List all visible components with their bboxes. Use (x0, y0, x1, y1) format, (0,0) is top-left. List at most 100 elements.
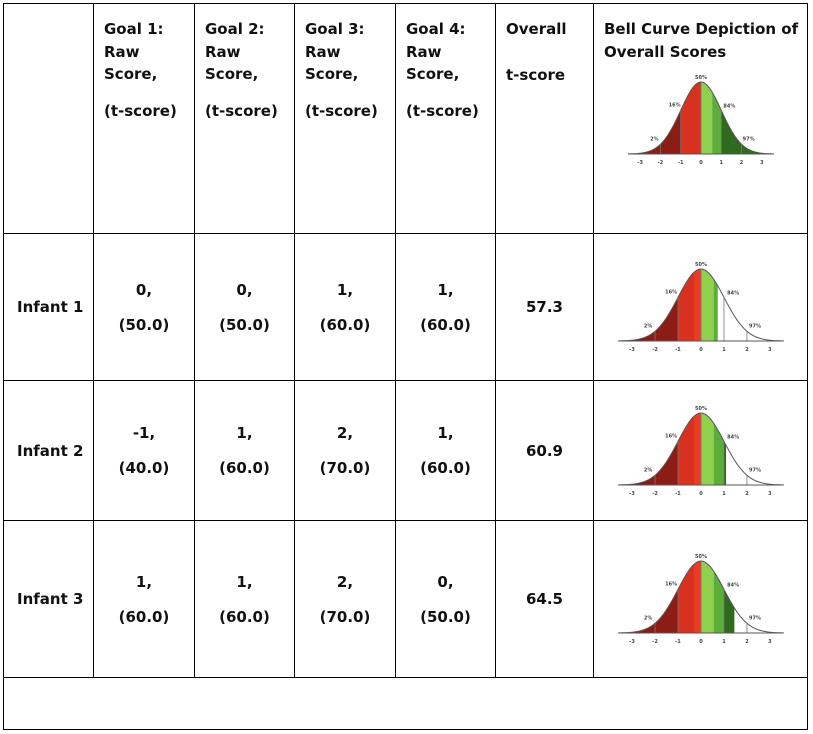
raw-score: 0, (135, 280, 153, 299)
curve-segment (626, 297, 678, 341)
percent-label: 2% (643, 467, 652, 473)
tick-label: 2 (745, 639, 749, 645)
curve-segment (700, 82, 712, 154)
tick-label: -3 (629, 347, 635, 353)
bell-curve-title-line-2: Overall Scores (604, 42, 727, 61)
tick-label: 3 (768, 491, 772, 497)
tick-label: -1 (675, 491, 681, 497)
raw-score: 0, (437, 572, 454, 591)
percent-label: 50% (695, 554, 707, 560)
curve-segment (700, 412, 714, 485)
goal-3-header: Goal 3: Raw Score, (t-score) (294, 3, 396, 234)
tick-label: 3 (768, 639, 772, 645)
infant-1-bell-curve: -3 -2 -1 0 1 2 3 50% 16% 84% 2% 97% (617, 262, 784, 353)
tick-label: 0 (699, 160, 703, 166)
tick-label: 1 (722, 639, 726, 645)
goal-1-header: Goal 1: Raw Score, (t-score) (93, 3, 195, 234)
curve-segment (693, 561, 701, 633)
percent-label: 97% (749, 615, 761, 621)
tick-label: -2 (657, 160, 663, 166)
curve-segment (723, 589, 734, 633)
curve-segment (635, 110, 681, 154)
table-row: Infant 2 -1, (40.0) 1, (60.0) 2, (70.0) 1, (… (3, 380, 808, 521)
t-score: (50.0) (118, 315, 170, 334)
raw-score: 1, (336, 280, 354, 299)
percent-label: 97% (742, 136, 754, 142)
t-score: (60.0) (118, 607, 170, 626)
percent-label: 97% (749, 467, 761, 473)
tick-label: 3 (768, 347, 772, 353)
goal-2-title: Goal 2: (205, 20, 265, 38)
tick-label: 1 (722, 347, 726, 353)
raw-score: 1, (437, 424, 454, 442)
row-label-cell: Infant 1 (3, 233, 94, 381)
tick-label: -1 (675, 639, 681, 645)
curve-segment (700, 561, 714, 633)
bell-curve-cell: -3 -2 -1 0 1 2 3 50% 16% 84% 2% 97% (593, 233, 808, 381)
goal-3-title: Goal 3: (305, 20, 365, 38)
goal-2-cell: 0, (50.0) (194, 233, 295, 381)
goal-1-cell: -1, (40.0) (93, 380, 195, 521)
goal-4-tscore-label: (t-score) (406, 101, 479, 120)
goal-3-cell: 2, (70.0) (294, 520, 396, 678)
tick-label: 2 (739, 160, 743, 166)
goal-2-cell: 1, (60.0) (194, 520, 295, 678)
table-row: Infant 1 0, (50.0) 0, (50.0) 1, (60.0) 1, (6… (3, 233, 808, 381)
curve-segment (693, 269, 701, 341)
t-score: (50.0) (219, 315, 270, 334)
empty-footer-cell (3, 677, 808, 730)
curve-segment (713, 422, 726, 485)
corner-cell (3, 3, 94, 234)
goal-3-raw-label: Raw (305, 42, 341, 61)
raw-score: -1, (132, 424, 156, 442)
overall-tscore-label: t-score (506, 65, 566, 84)
tick-label: 1 (719, 160, 723, 166)
raw-score: 2, (336, 424, 354, 442)
tick-label: 0 (699, 347, 703, 353)
goal-2-score-label: Score, (205, 65, 259, 83)
tick-label: -3 (629, 639, 635, 645)
row-label: Infant 1 (17, 298, 84, 316)
tick-label: -3 (629, 491, 635, 497)
goal-3-tscore-label: (t-score) (305, 101, 378, 120)
percent-label: 50% (695, 406, 707, 412)
goal-1-title: Goal 1: (104, 20, 164, 38)
curve-segment (626, 440, 678, 485)
t-score: (50.0) (420, 607, 471, 626)
curve-segment (680, 82, 701, 154)
raw-score: 1, (236, 572, 253, 591)
percent-label: 84% (727, 434, 739, 440)
goal-3-cell: 2, (70.0) (294, 380, 396, 521)
infant-3-bell-curve: -3 -2 -1 0 1 2 3 50% 16% 84% 2% 97% (617, 554, 784, 645)
t-score: (60.0) (420, 459, 471, 477)
reference-bell-curve: -3 -2 -1 0 1 2 3 50% 16% 84% 2% 97% (627, 75, 774, 166)
tick-label: 3 (760, 160, 764, 166)
percent-label: 84% (723, 103, 735, 109)
percent-label: 16% (665, 433, 677, 439)
goal-1-cell: 1, (60.0) (93, 520, 195, 678)
percent-label: 16% (665, 581, 677, 587)
header-row: Goal 1: Raw Score, (t-score) Goal 2: Raw… (3, 3, 808, 234)
tick-label: -1 (675, 347, 681, 353)
table-row: Infant 3 1, (60.0) 1, (60.0) 2, (70.0) 0, (5… (3, 520, 808, 678)
raw-score: 2, (336, 572, 354, 591)
tick-label: 0 (699, 639, 703, 645)
tick-label: 2 (745, 347, 749, 353)
tick-label: 2 (745, 491, 749, 497)
curve-segment (626, 589, 678, 633)
overall-cell: 64.5 (495, 520, 594, 678)
t-score: (70.0) (319, 607, 371, 626)
goal-1-raw-label: Raw (104, 42, 140, 61)
t-score: (60.0) (219, 607, 270, 626)
bell-curve-header: Bell Curve Depiction of Overall Scores -… (593, 3, 808, 234)
row-label: Infant 3 (17, 590, 84, 608)
overall-cell: 60.9 (495, 380, 594, 521)
percent-label: 2% (650, 136, 659, 142)
empty-row (3, 677, 808, 730)
percent-label: 50% (695, 262, 707, 268)
percent-label: 16% (668, 102, 680, 108)
goal-4-raw-label: Raw (406, 42, 442, 61)
tick-label: 1 (722, 491, 726, 497)
overall-tscore: 57.3 (525, 298, 563, 316)
